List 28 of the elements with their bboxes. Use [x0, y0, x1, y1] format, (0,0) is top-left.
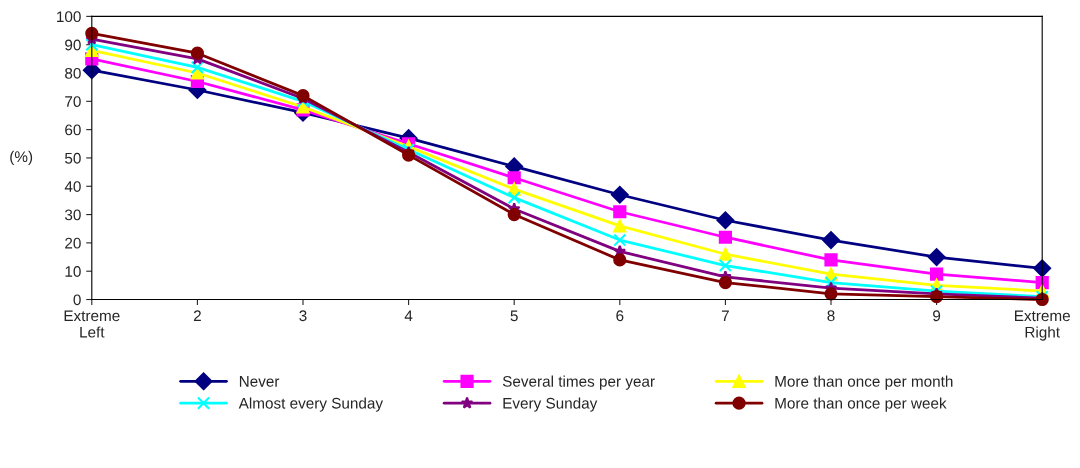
y-tick-label: 80	[65, 67, 81, 79]
x-tick-label: 8	[827, 310, 835, 322]
y-tick-label: 100	[57, 11, 81, 23]
x-tick-label: 2	[193, 310, 201, 322]
x-tick-label: Extreme Right	[1015, 310, 1070, 341]
x-tick-label: 6	[616, 310, 624, 322]
legend-label: Several times per year	[502, 375, 655, 390]
y-tick-label: 40	[64, 181, 81, 192]
y-tick-label: 50	[65, 152, 81, 164]
x-tick-label: Extreme Left	[64, 310, 120, 338]
x-tick-label: 9	[933, 310, 941, 322]
y-tick-label: 60	[65, 124, 81, 136]
legend-label: Almost every Sunday	[238, 397, 384, 412]
y-tick-label: 0	[73, 294, 81, 306]
legend-label: Never	[239, 376, 280, 387]
y-tick-label: 10	[65, 266, 81, 277]
legend-label: More than once per month	[775, 375, 953, 390]
legend-label: Every Sunday	[503, 397, 598, 412]
y-tick-label: 90	[65, 39, 81, 51]
x-tick-label: 7	[721, 310, 729, 322]
y-tick-label: 70	[65, 96, 81, 108]
x-tick-label: 4	[404, 310, 413, 322]
x-tick-label: 5	[510, 310, 518, 322]
legend-label: More than once per week	[775, 397, 947, 412]
y-axis-title: (%)	[10, 150, 33, 166]
y-tick-label: 30	[64, 209, 81, 221]
x-tick-label: 3	[299, 310, 307, 322]
y-tick-label: 20	[65, 237, 81, 249]
